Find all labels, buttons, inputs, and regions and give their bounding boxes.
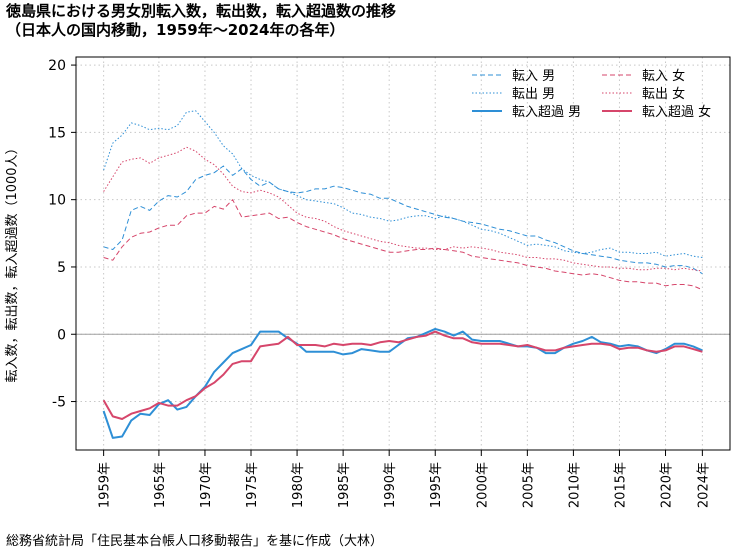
y-tick-label: 5	[57, 260, 66, 276]
x-tick-label: 2000年	[475, 462, 490, 508]
y-tick-label: 10	[48, 193, 66, 209]
series-line	[102, 330, 703, 420]
y-tick-label: 20	[48, 58, 66, 74]
y-axis: -5 0 5 10 15 20	[48, 58, 76, 411]
x-tick-label: 2020年	[660, 462, 675, 508]
x-tick-label: 2015年	[613, 462, 628, 508]
x-tick-label: 1985年	[337, 462, 352, 508]
grid-lines	[76, 57, 730, 450]
series-line	[103, 146, 703, 272]
legend-label: 転出 男	[512, 87, 555, 102]
y-axis-label: 転入数，転出数，転入超過数（1000人）	[5, 141, 20, 382]
x-tick-label: 2024年	[696, 462, 711, 508]
series-line	[103, 199, 703, 291]
x-tick-label: 1959年	[98, 462, 113, 508]
series-layer	[102, 110, 703, 439]
y-tick-label: -5	[52, 395, 66, 411]
legend-label: 転入 男	[512, 69, 555, 84]
x-tick-label: 2005年	[521, 462, 536, 508]
x-tick-label: 1980年	[291, 462, 306, 508]
x-tick-label: 2010年	[567, 462, 582, 508]
source-note: 総務省統計局「住民基本台帳人口移動報告」を基に作成（大林）	[6, 534, 384, 549]
x-tick-label: 1995年	[429, 462, 444, 508]
series-line	[103, 165, 703, 275]
x-tick-label: 1970年	[199, 462, 214, 508]
legend-label: 転入超過 女	[642, 104, 711, 120]
legend-label: 転出 女	[642, 86, 685, 102]
chart-title: 徳島県における男女別転入数，転出数，転入超過数の推移 （日本人の国内移動，195…	[6, 2, 396, 40]
series-line	[103, 110, 703, 258]
x-axis: 1959年 1965年 1970年 1975年 1980年 1985年 1990年 1995年…	[98, 450, 711, 508]
legend-label: 転入超過 男	[512, 105, 581, 120]
y-tick-label: 15	[48, 125, 66, 141]
title-line-2: （日本人の国内移動，1959年～2024年の各年）	[6, 21, 345, 39]
x-tick-label: 1990年	[383, 462, 398, 508]
title-line-1: 徳島県における男女別転入数，転出数，転入超過数の推移	[6, 2, 397, 20]
x-tick-label: 1965年	[153, 462, 168, 508]
plot-frame	[75, 56, 731, 451]
y-tick-label: 0	[57, 327, 66, 343]
line-chart: -5 0 5 10 15 20 1959年 1965年 1970年 1975年 1980年 1985…	[5, 56, 731, 508]
x-tick-label: 1975年	[245, 462, 260, 508]
legend-label: 転入 女	[642, 68, 685, 84]
